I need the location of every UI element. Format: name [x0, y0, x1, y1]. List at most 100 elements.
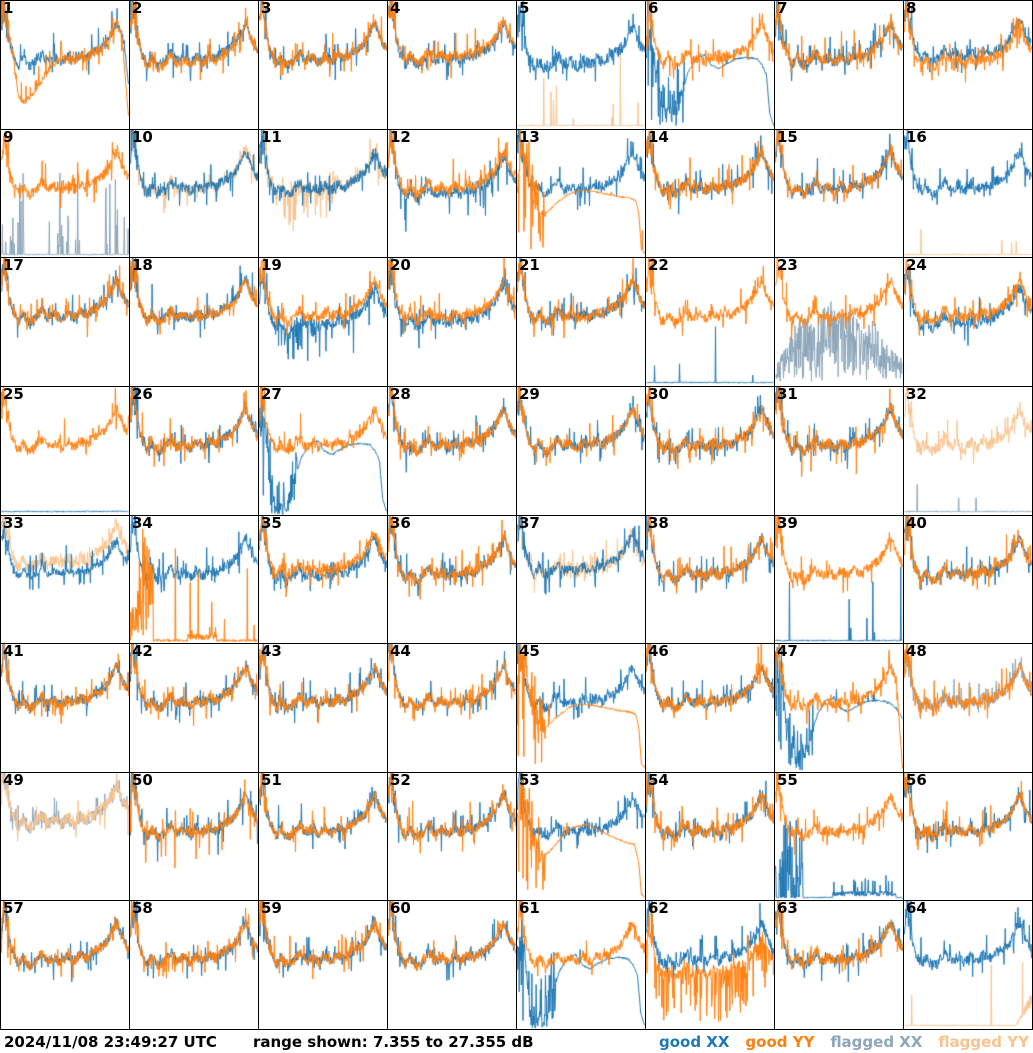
- spectrum-panel: 52: [388, 772, 517, 902]
- spectrum-canvas: [1, 644, 129, 772]
- panel-number: 11: [261, 129, 282, 146]
- spectrum-panel: 4: [388, 1, 517, 130]
- panel-number: 52: [390, 772, 411, 789]
- spectrum-canvas: [517, 1, 645, 129]
- spectrum-canvas: [130, 386, 258, 515]
- spectrum-panel: 46: [646, 644, 775, 773]
- panel-number: 20: [390, 258, 411, 275]
- legend: good XX good YY flagged XX flagged YY: [659, 1033, 1029, 1051]
- panel-number: 60: [390, 901, 411, 918]
- spectrum-canvas: [130, 644, 258, 772]
- spectrum-panel: 18: [130, 258, 259, 387]
- panel-number: 4: [390, 1, 401, 17]
- spectrum-panel: 57: [1, 901, 130, 1030]
- spectrum-canvas: [517, 644, 645, 772]
- spectrum-canvas: [130, 515, 258, 644]
- panel-number: 36: [390, 515, 411, 532]
- spectrum-canvas: [646, 772, 774, 901]
- spectrum-canvas: [517, 129, 645, 258]
- spectrum-canvas: [388, 644, 516, 772]
- spectrum-panel: 54: [646, 772, 775, 902]
- spectrum-canvas: [775, 1, 903, 129]
- spectrum-panel: 24: [904, 258, 1033, 387]
- panel-number: 39: [777, 515, 798, 532]
- spectrum-panel: 8: [904, 1, 1033, 130]
- spectrum-panel: 1: [1, 1, 130, 130]
- spectrum-canvas: [517, 901, 645, 1030]
- legend-item-good-yy: good YY: [745, 1032, 815, 1051]
- panel-number: 62: [648, 901, 669, 918]
- spectrum-panel: 3: [259, 1, 388, 130]
- panel-number: 35: [261, 515, 282, 532]
- panel-number: 22: [648, 258, 669, 275]
- spectrum-canvas: [259, 901, 387, 1030]
- panel-number: 44: [390, 644, 411, 661]
- spectrum-panel: 9: [1, 129, 130, 259]
- spectrum-canvas: [904, 644, 1032, 772]
- spectrum-panel: 17: [1, 258, 130, 387]
- spectrum-canvas: [517, 772, 645, 901]
- spectrum-panel: 38: [646, 515, 775, 645]
- spectrum-panel: 49: [1, 772, 130, 902]
- spectrum-panel: 21: [517, 258, 646, 387]
- spectrum-panel: 15: [775, 129, 904, 259]
- spectrum-panel: 16: [904, 129, 1033, 259]
- spectrum-panel: 19: [259, 258, 388, 387]
- panel-number: 45: [519, 644, 540, 661]
- panel-number: 37: [519, 515, 540, 532]
- spectrum-canvas: [904, 386, 1032, 515]
- spectrum-canvas: [1, 901, 129, 1030]
- spectrum-panel: 20: [388, 258, 517, 387]
- panel-number: 28: [390, 386, 411, 403]
- panel-number: 2: [132, 1, 143, 17]
- spectrum-canvas: [775, 386, 903, 515]
- legend-item-flagged-yy: flagged YY: [938, 1032, 1029, 1051]
- spectrum-panel: 29: [517, 386, 646, 516]
- panel-number: 23: [777, 258, 798, 275]
- spectrum-canvas: [130, 129, 258, 258]
- spectrum-panel: 43: [259, 644, 388, 773]
- spectrum-canvas: [259, 258, 387, 386]
- panel-number: 48: [906, 644, 927, 661]
- spectrum-panel: 41: [1, 644, 130, 773]
- panel-number: 9: [3, 129, 14, 146]
- panel-number: 27: [261, 386, 282, 403]
- panel-number: 14: [648, 129, 669, 146]
- spectrum-panel: 39: [775, 515, 904, 645]
- spectrum-panel: 53: [517, 772, 646, 902]
- spectrum-canvas: [775, 644, 903, 772]
- panel-number: 46: [648, 644, 669, 661]
- spectrum-panel: 26: [130, 386, 259, 516]
- spectrum-canvas: [517, 258, 645, 386]
- spectrum-panel: 23: [775, 258, 904, 387]
- spectrum-panel: 14: [646, 129, 775, 259]
- panel-number: 63: [777, 901, 798, 918]
- spectrum-canvas: [388, 901, 516, 1030]
- spectrum-canvas: [775, 129, 903, 258]
- spectrum-panel: 13: [517, 129, 646, 259]
- spectrum-canvas: [775, 901, 903, 1030]
- spectrum-canvas: [130, 901, 258, 1030]
- panel-number: 26: [132, 386, 153, 403]
- panel-number: 3: [261, 1, 272, 17]
- spectrum-canvas: [388, 258, 516, 386]
- spectrum-canvas: [259, 515, 387, 644]
- spectrum-canvas: [904, 901, 1032, 1030]
- spectrum-canvas: [388, 515, 516, 644]
- spectrum-panel: 59: [259, 901, 388, 1030]
- spectrum-canvas: [259, 129, 387, 258]
- panel-number: 24: [906, 258, 927, 275]
- panel-number: 16: [906, 129, 927, 146]
- spectrum-panel: 55: [775, 772, 904, 902]
- spectrum-panel: 51: [259, 772, 388, 902]
- spectrum-panel: 34: [130, 515, 259, 645]
- spectrum-canvas: [646, 129, 774, 258]
- spectrum-canvas: [259, 386, 387, 515]
- panel-number: 54: [648, 772, 669, 789]
- spectrum-canvas: [388, 1, 516, 129]
- spectra-grid: 1 2 3 4 5 6 7 8 9 10 11: [0, 0, 1033, 1030]
- spectrum-panel: 42: [130, 644, 259, 773]
- spectrum-panel: 27: [259, 386, 388, 516]
- spectrum-canvas: [517, 386, 645, 515]
- panel-number: 31: [777, 386, 798, 403]
